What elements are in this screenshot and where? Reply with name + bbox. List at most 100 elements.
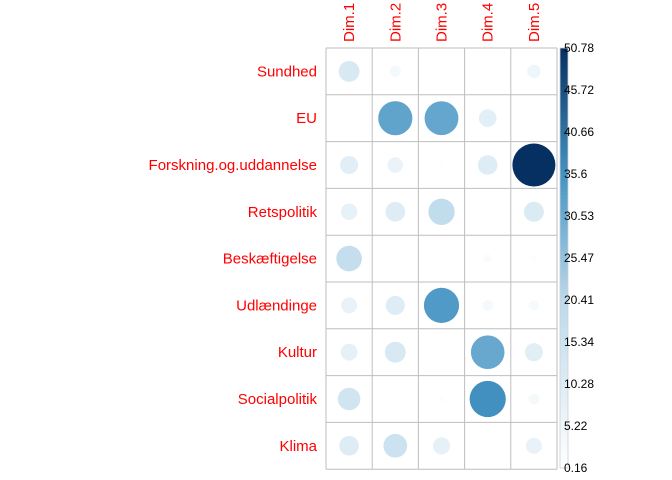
colorbar-segment (560, 338, 568, 343)
colorbar-segment (560, 408, 568, 413)
colorbar-segment (560, 118, 568, 123)
colorbar-segment (560, 72, 568, 77)
cell-circle (440, 350, 443, 354)
colorbar-segment (560, 191, 568, 196)
cell-circle (341, 297, 358, 314)
colorbar-segment (560, 195, 568, 200)
colorbar-segment (560, 275, 568, 280)
row-label: EU (296, 110, 317, 127)
colorbar-segment (560, 331, 568, 336)
cell-circle (337, 387, 361, 411)
cell-circle (512, 143, 556, 187)
colorbar-segment (560, 79, 568, 84)
colorbar-segment (560, 303, 568, 308)
colorbar-segment (560, 447, 568, 452)
colorbar-segment (560, 142, 568, 147)
colorbar-tick-label: 15.34 (564, 335, 594, 349)
colorbar-segment (560, 324, 568, 329)
colorbar-segment (560, 240, 568, 245)
colorbar-segment (560, 170, 568, 175)
colorbar-segment (560, 464, 568, 469)
colorbar-segment (560, 226, 568, 231)
colorbar-segment (560, 107, 568, 112)
cell-circle (486, 210, 490, 214)
cell-circle (524, 343, 543, 362)
colorbar-segment (560, 156, 568, 161)
colorbar-tick-label: 20.41 (564, 293, 594, 307)
colorbar-segment (560, 51, 568, 56)
colorbar-segment (560, 415, 568, 420)
cell-circle (523, 201, 544, 222)
row-label: Kultur (278, 344, 317, 361)
colorbar-tick-label: 40.66 (564, 125, 594, 139)
cell-circle (389, 65, 401, 78)
colorbar-segment (560, 450, 568, 455)
colorbar-segment (560, 121, 568, 126)
row-label: Klima (279, 438, 317, 455)
colorbar-segment (560, 398, 568, 403)
colorbar-segment (560, 293, 568, 298)
colorbar-segment (560, 349, 568, 354)
colorbar-segment (560, 149, 568, 154)
colorbar-segment (560, 216, 568, 221)
colorbar-segment (560, 174, 568, 179)
colorbar-segment (560, 177, 568, 182)
row-label: Sundhed (257, 63, 317, 80)
column-labels: Dim.1 Dim.2 Dim.3 Dim.4 Dim.5 (341, 3, 543, 42)
cell-circle (338, 60, 360, 82)
cell-circle (527, 64, 541, 79)
colorbar-segment (560, 114, 568, 119)
colorbar-segment (560, 387, 568, 392)
row-label: Udlændinge (236, 297, 317, 314)
colorbar-segment (560, 352, 568, 357)
cell-circle (438, 395, 445, 403)
colorbar-tick-label: 50.78 (564, 41, 594, 55)
colorbar-tick-label: 5.22 (564, 419, 588, 433)
colorbar-segment (560, 104, 568, 109)
colorbar-segment (560, 335, 568, 340)
colorbar-tick-label: 25.47 (564, 251, 594, 265)
colorbar-segment (560, 237, 568, 242)
cell-circle (383, 433, 408, 458)
colorbar-segment (560, 461, 568, 466)
cell-circle (483, 254, 492, 263)
cell-circle (424, 101, 459, 136)
colorbar-segment (560, 380, 568, 385)
cell-circle (486, 444, 490, 448)
grid (325, 47, 558, 470)
cell-circle (528, 300, 540, 311)
column-label: Dim.3 (434, 3, 451, 42)
colorbar-segment (560, 153, 568, 158)
colorbar-segment (560, 258, 568, 263)
colorbar-segment (560, 443, 568, 448)
cell-circle (428, 198, 455, 225)
row-labels: Sundhed EU Forskning.og.uddannelse Retspoli… (149, 63, 318, 454)
cell-circle (485, 69, 491, 74)
colorbar-segment (560, 146, 568, 151)
cell-circle (385, 202, 406, 222)
colorbar-segment (560, 184, 568, 189)
cell-circle (528, 393, 540, 405)
colorbar-segment (560, 135, 568, 140)
colorbar-segment (560, 212, 568, 217)
colorbar-tick-label: 10.28 (564, 377, 594, 391)
colorbar-border (559, 47, 569, 469)
colorbar-tick-label: 45.72 (564, 83, 594, 97)
colorbar-segment (560, 202, 568, 207)
colorbar-segment (560, 366, 568, 371)
colorbar-segment (560, 279, 568, 284)
column-label: Dim.2 (387, 3, 404, 42)
colorbar-segment (560, 90, 568, 95)
colorbar-segment (560, 223, 568, 228)
colorbar-segment (560, 457, 568, 462)
colorbar-segment (560, 55, 568, 60)
colorbar-segment (560, 342, 568, 347)
colorbar-segment (560, 251, 568, 256)
colorbar-segment (560, 296, 568, 301)
colorbar-segment (560, 377, 568, 382)
cell-circle (336, 245, 362, 272)
colorbar-segment (560, 359, 568, 364)
colorbar-segment (560, 261, 568, 266)
circle-layer (336, 60, 556, 458)
cell-circle (385, 295, 405, 315)
